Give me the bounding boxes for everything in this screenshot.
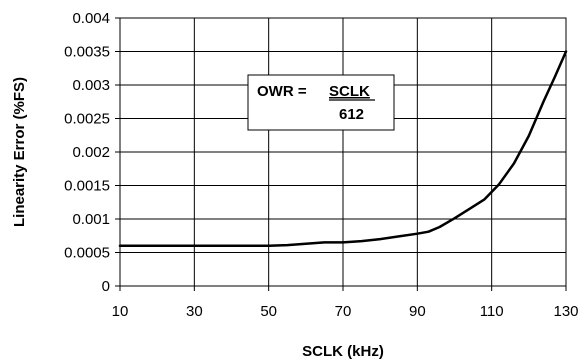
annotation-denominator: 612: [339, 106, 364, 123]
y-tick-label: 0.004: [72, 10, 110, 27]
y-tick-label: 0.002: [72, 144, 110, 161]
annotation-numerator: SCLK: [329, 83, 370, 100]
x-tick-label: 110: [480, 303, 504, 320]
y-tick-label: 0.0025: [64, 111, 110, 128]
y-tick-label: 0.003: [72, 77, 110, 94]
y-axis-title: Linearity Error (%FS): [11, 77, 28, 227]
x-tick-label: 70: [335, 303, 352, 320]
x-tick-label: 50: [260, 303, 277, 320]
y-tick-label: 0.0005: [64, 245, 110, 262]
y-tick-label: 0.0035: [64, 44, 110, 61]
x-tick-label: 90: [409, 303, 426, 320]
x-axis-title: SCLK (kHz): [302, 343, 384, 360]
annotation-box: [247, 74, 395, 131]
x-tick-label: 30: [186, 303, 203, 320]
y-tick-label: 0: [102, 278, 110, 295]
owr-formula-annotation: OWR = SCLK 612: [247, 74, 395, 131]
x-tick-label: 130: [553, 303, 578, 320]
y-tick-label: 0.001: [72, 211, 110, 228]
x-tick-label: 10: [112, 303, 129, 320]
series-layer: [118, 50, 568, 248]
y-tick-label: 0.0015: [64, 178, 110, 195]
series-line: [118, 50, 568, 248]
y-tick-labels: 0 0.0005 0.001 0.0015 0.002 0.0025 0.003 0.0035…: [64, 10, 120, 295]
annotation-lhs: OWR =: [257, 83, 307, 100]
x-tick-labels: 10 30 50 70 90 110 130: [112, 286, 579, 320]
